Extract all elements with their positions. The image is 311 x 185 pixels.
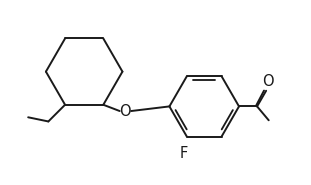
Text: O: O	[119, 104, 131, 119]
Text: F: F	[180, 146, 188, 161]
Text: O: O	[262, 74, 274, 89]
